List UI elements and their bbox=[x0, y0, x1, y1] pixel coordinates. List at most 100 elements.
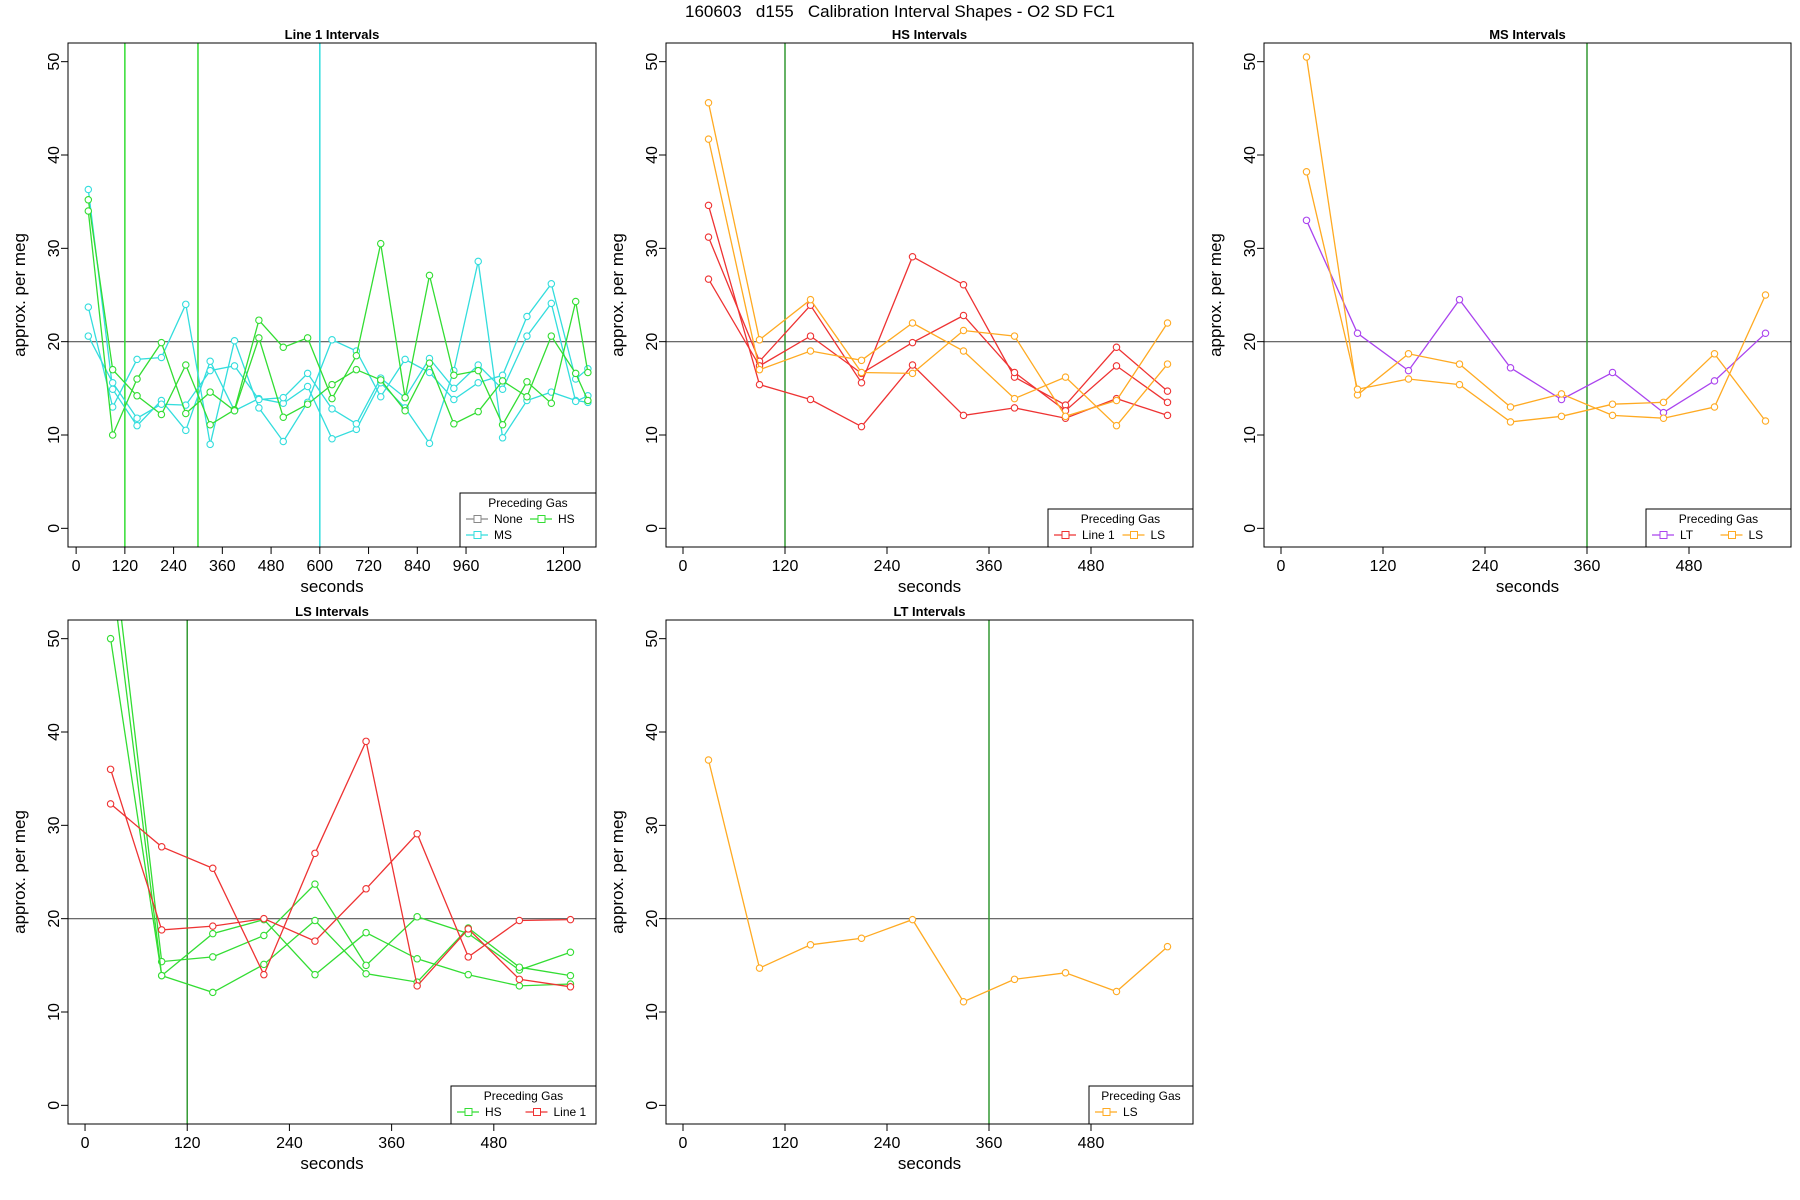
data-point bbox=[1163, 411, 1172, 420]
data-point bbox=[806, 347, 815, 355]
data-point bbox=[230, 406, 239, 415]
data-point bbox=[260, 931, 268, 940]
legend-swatch-marker bbox=[1659, 531, 1668, 539]
x-tick-label: 0 bbox=[1277, 558, 1286, 575]
data-point bbox=[857, 368, 866, 377]
legend-box bbox=[450, 1085, 597, 1125]
data-point bbox=[1010, 394, 1019, 403]
data-point bbox=[755, 365, 764, 374]
data-point bbox=[1163, 319, 1172, 327]
data-point bbox=[311, 916, 319, 925]
y-tick-label: 50 bbox=[46, 630, 63, 648]
data-point bbox=[362, 928, 370, 937]
data-point bbox=[1061, 969, 1070, 977]
y-tick-label: 40 bbox=[1242, 146, 1259, 164]
data-point bbox=[571, 369, 580, 378]
plot-area bbox=[666, 620, 1193, 1124]
data-point bbox=[523, 378, 531, 386]
x-tick-label: 120 bbox=[112, 558, 139, 575]
data-point bbox=[260, 914, 268, 923]
legend-swatch-marker bbox=[1728, 531, 1736, 539]
data-point bbox=[206, 440, 214, 449]
y-axis-label: approx. per meg bbox=[10, 233, 29, 357]
chart-panel-5: LT Intervals 0 120 240 360 480 0 10 20 30 40 50 seco… bbox=[608, 604, 1194, 1173]
series-line bbox=[707, 236, 1168, 406]
chart-panel-3: MS Intervals 0 120 240 360 480 0 10 20 30 40 50 seco… bbox=[1206, 27, 1792, 596]
x-tick-label: 240 bbox=[874, 1135, 901, 1152]
plot-area bbox=[1264, 43, 1791, 547]
data-point bbox=[1455, 360, 1464, 368]
data-point bbox=[206, 420, 214, 429]
x-tick-label: 240 bbox=[1472, 558, 1499, 575]
data-point bbox=[959, 326, 968, 335]
y-tick-label: 10 bbox=[46, 1003, 63, 1021]
x-tick-label: 360 bbox=[976, 558, 1003, 575]
x-tick-label: 120 bbox=[772, 1135, 799, 1152]
data-point bbox=[1061, 412, 1070, 421]
data-point bbox=[1112, 421, 1121, 430]
data-point bbox=[806, 295, 815, 304]
data-point bbox=[133, 392, 141, 400]
data-point bbox=[704, 135, 713, 143]
data-point bbox=[1455, 380, 1464, 389]
data-point bbox=[279, 393, 288, 402]
data-point bbox=[84, 303, 93, 311]
series-line bbox=[109, 769, 571, 958]
x-tick-label: 360 bbox=[209, 558, 236, 575]
data-point bbox=[1506, 364, 1515, 372]
data-point bbox=[413, 982, 421, 990]
data-point bbox=[279, 437, 288, 446]
data-point bbox=[450, 395, 458, 404]
x-axis-label: seconds bbox=[1496, 577, 1559, 596]
data-point bbox=[362, 969, 370, 978]
data-point bbox=[704, 275, 713, 283]
legend: Preceding Gas LS bbox=[1088, 1085, 1194, 1125]
x-tick-label: 1200 bbox=[546, 558, 582, 575]
chart-panel-1: Line 1 Intervals 0 120 240 360 480 600 720 840 96… bbox=[10, 27, 597, 596]
x-tick-label: 0 bbox=[81, 1135, 90, 1152]
data-point bbox=[157, 971, 166, 980]
y-tick-label: 30 bbox=[1242, 239, 1259, 257]
data-point bbox=[157, 926, 166, 934]
legend-swatch-marker bbox=[537, 515, 546, 523]
y-axis-label: approx. per meg bbox=[608, 233, 627, 357]
data-point bbox=[1455, 295, 1464, 304]
data-point bbox=[1010, 404, 1019, 412]
data-point bbox=[413, 829, 421, 838]
x-tick-label: 720 bbox=[355, 558, 382, 575]
data-point bbox=[206, 357, 214, 366]
x-tick-label: 480 bbox=[1676, 558, 1703, 575]
y-tick-label: 40 bbox=[644, 146, 661, 164]
x-tick-label: 600 bbox=[306, 558, 333, 575]
y-tick-label: 40 bbox=[46, 723, 63, 741]
data-point bbox=[133, 375, 141, 383]
data-point bbox=[255, 404, 263, 412]
data-point bbox=[1010, 332, 1019, 340]
legend-entry-label: LS bbox=[1749, 528, 1764, 542]
data-point bbox=[1010, 368, 1019, 377]
data-point bbox=[704, 201, 713, 210]
y-tick-label: 10 bbox=[644, 1003, 661, 1021]
legend-box bbox=[1047, 508, 1194, 548]
series-line bbox=[707, 138, 1169, 427]
data-point bbox=[106, 800, 115, 808]
data-point bbox=[260, 970, 268, 979]
y-tick-label: 50 bbox=[644, 53, 661, 71]
y-tick-label: 0 bbox=[1242, 524, 1259, 533]
data-point bbox=[474, 407, 482, 416]
series-line bbox=[707, 102, 1169, 418]
data-point bbox=[523, 312, 531, 321]
data-point bbox=[474, 257, 482, 266]
data-point bbox=[474, 378, 482, 387]
legend-box bbox=[1645, 508, 1792, 548]
data-point bbox=[1163, 398, 1172, 407]
data-point bbox=[566, 983, 575, 991]
y-axis-label: approx. per meg bbox=[608, 810, 627, 934]
x-tick-label: 480 bbox=[1078, 1135, 1105, 1152]
legend-entry-label: Line 1 bbox=[554, 1105, 587, 1119]
data-point bbox=[206, 388, 214, 396]
data-point bbox=[498, 434, 507, 442]
data-point bbox=[547, 399, 556, 408]
data-point bbox=[108, 365, 117, 374]
